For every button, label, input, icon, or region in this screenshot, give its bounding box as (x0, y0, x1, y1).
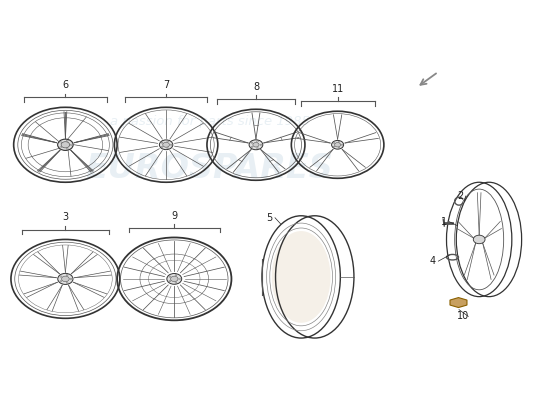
Circle shape (333, 146, 335, 147)
Circle shape (260, 144, 262, 145)
Circle shape (60, 142, 62, 143)
Circle shape (175, 274, 177, 276)
Text: 1: 1 (441, 217, 447, 227)
Circle shape (332, 140, 344, 149)
Circle shape (257, 148, 258, 149)
Text: a passion for parts since 1985: a passion for parts since 1985 (110, 115, 310, 128)
Circle shape (61, 142, 70, 148)
Text: 6: 6 (62, 80, 68, 90)
Circle shape (251, 146, 253, 148)
Text: 8: 8 (253, 82, 259, 92)
Circle shape (249, 140, 263, 150)
Circle shape (161, 142, 163, 143)
Circle shape (66, 140, 68, 142)
Text: EUROSPARES: EUROSPARES (86, 152, 333, 185)
Circle shape (160, 140, 173, 150)
Circle shape (179, 278, 180, 280)
Circle shape (58, 273, 73, 284)
Circle shape (66, 148, 68, 150)
Circle shape (169, 276, 171, 277)
Circle shape (66, 282, 68, 283)
Circle shape (66, 274, 68, 276)
Circle shape (167, 148, 168, 149)
Circle shape (251, 142, 253, 143)
Text: 11: 11 (332, 84, 344, 94)
Text: 3: 3 (62, 212, 68, 222)
Circle shape (257, 141, 258, 142)
Ellipse shape (272, 231, 331, 323)
Circle shape (338, 147, 340, 148)
Circle shape (333, 142, 335, 144)
Circle shape (70, 278, 72, 280)
Circle shape (341, 144, 343, 145)
Circle shape (58, 139, 73, 150)
Circle shape (167, 274, 182, 284)
Circle shape (163, 142, 169, 147)
Circle shape (334, 142, 340, 147)
Circle shape (60, 146, 62, 148)
Circle shape (338, 141, 340, 142)
Circle shape (62, 276, 69, 282)
Circle shape (170, 276, 178, 282)
Circle shape (169, 280, 171, 282)
Text: 5: 5 (266, 213, 273, 223)
Circle shape (167, 141, 168, 142)
Circle shape (474, 235, 485, 244)
Circle shape (253, 142, 259, 147)
Polygon shape (450, 298, 467, 308)
Circle shape (60, 276, 62, 277)
Circle shape (70, 144, 72, 146)
Circle shape (170, 144, 172, 145)
Circle shape (175, 282, 177, 283)
Circle shape (161, 146, 163, 148)
Text: 10: 10 (456, 311, 469, 321)
Text: 4: 4 (430, 256, 436, 266)
Text: 2: 2 (457, 191, 463, 201)
Text: 7: 7 (163, 80, 169, 90)
Circle shape (60, 280, 62, 282)
Text: 9: 9 (171, 210, 177, 220)
